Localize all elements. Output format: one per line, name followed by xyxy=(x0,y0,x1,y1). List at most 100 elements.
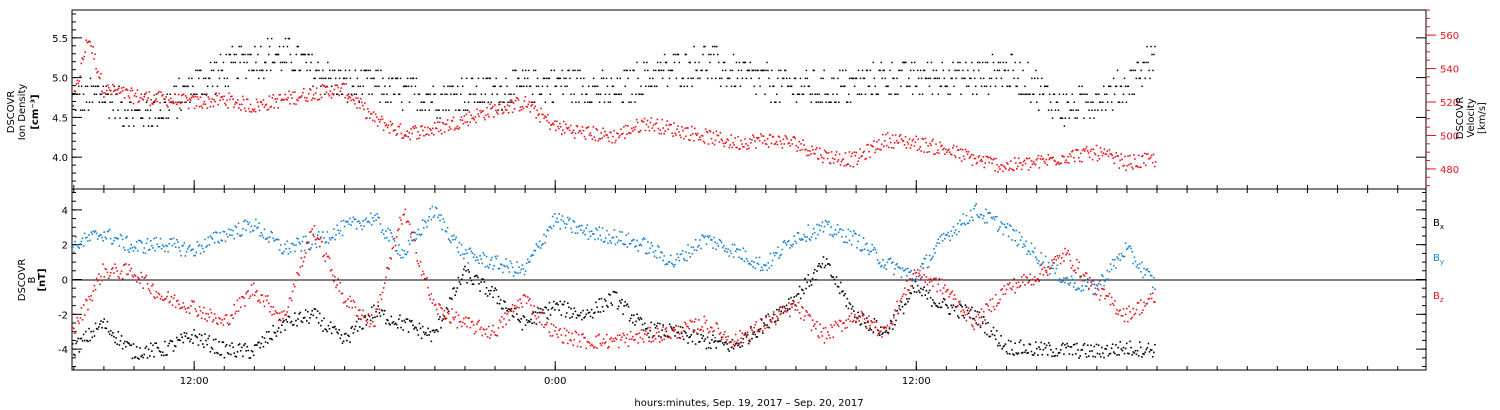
bx-point xyxy=(529,321,531,323)
bz-point xyxy=(339,281,342,284)
density-point xyxy=(895,93,897,96)
density-point xyxy=(456,93,458,96)
by-point xyxy=(425,221,427,224)
bz-point xyxy=(154,297,156,300)
density-point xyxy=(163,101,166,103)
bx-point xyxy=(845,305,848,307)
bz-point xyxy=(771,317,774,320)
velocity-point xyxy=(153,94,155,97)
velocity-point xyxy=(740,139,742,142)
bz-point xyxy=(73,327,75,330)
bx-point xyxy=(999,344,1001,347)
bx-point xyxy=(938,302,941,305)
velocity-point xyxy=(602,127,604,130)
density-point xyxy=(321,77,323,80)
bx-point xyxy=(836,285,839,288)
velocity-point xyxy=(563,132,566,134)
velocity-point xyxy=(281,98,283,101)
by-point xyxy=(118,245,121,247)
by-point xyxy=(341,234,344,237)
density-point xyxy=(79,109,82,111)
bx-point xyxy=(1132,351,1135,353)
density-point xyxy=(632,69,634,72)
by-point xyxy=(276,238,279,241)
by-point xyxy=(529,260,531,263)
bx-point xyxy=(612,290,615,293)
bx-point xyxy=(486,295,489,297)
by-point xyxy=(440,214,442,216)
density-point xyxy=(819,101,821,103)
bx-point xyxy=(83,339,86,342)
bz-point xyxy=(464,323,466,325)
bx-point xyxy=(716,340,719,343)
density-point xyxy=(779,101,781,103)
velocity-point xyxy=(245,98,248,101)
density-point xyxy=(273,61,276,64)
density-point xyxy=(740,69,743,72)
bz-point xyxy=(759,318,762,320)
velocity-point xyxy=(273,106,276,109)
velocity-point xyxy=(1019,162,1022,164)
velocity-point xyxy=(327,93,330,95)
velocity-point xyxy=(370,112,373,115)
density-point xyxy=(827,93,829,96)
velocity-point xyxy=(850,155,853,158)
density-point xyxy=(251,69,253,72)
bx-point xyxy=(219,354,221,356)
bx-point xyxy=(512,316,515,318)
density-point xyxy=(1142,61,1144,64)
bx-point xyxy=(260,342,263,345)
by-point xyxy=(656,244,659,247)
bx-point xyxy=(221,341,224,343)
by-point xyxy=(428,215,430,218)
bx-point xyxy=(1016,353,1019,355)
velocity-point xyxy=(164,98,166,101)
density-point xyxy=(724,69,727,72)
velocity-point xyxy=(532,101,535,104)
density-point xyxy=(553,69,556,72)
density-point xyxy=(648,85,650,88)
density-point xyxy=(838,101,840,103)
density-point xyxy=(1141,85,1143,88)
bx-point xyxy=(567,302,569,304)
density-point xyxy=(534,69,537,72)
bx-point xyxy=(797,293,800,295)
density-point xyxy=(810,101,813,103)
density-point xyxy=(136,109,139,111)
density-point xyxy=(919,69,922,72)
by-point xyxy=(338,232,341,235)
by-point xyxy=(588,230,591,233)
density-point xyxy=(938,77,941,80)
by-point xyxy=(799,239,802,241)
by-point xyxy=(379,223,382,225)
by-point xyxy=(190,249,192,252)
bx-point xyxy=(1076,342,1078,345)
density-point xyxy=(140,117,143,119)
bx-point xyxy=(400,326,402,329)
bx-point xyxy=(622,313,624,315)
by-point xyxy=(1090,281,1092,284)
density-point xyxy=(479,101,482,103)
velocity-point xyxy=(167,106,169,108)
bx-point xyxy=(625,304,628,307)
bx-point xyxy=(329,321,332,323)
bz-point xyxy=(186,307,189,309)
velocity-point xyxy=(649,121,652,124)
density-point xyxy=(486,77,489,80)
bx-point xyxy=(162,354,165,357)
bx-point xyxy=(640,318,643,320)
velocity-point xyxy=(296,98,298,101)
by-point xyxy=(125,237,127,239)
bz-point xyxy=(101,279,103,282)
density-point xyxy=(774,101,776,103)
by-point xyxy=(975,203,977,205)
bx-point xyxy=(225,343,228,346)
velocity-point xyxy=(339,90,342,92)
velocity-point xyxy=(548,121,550,124)
by-point xyxy=(152,247,154,249)
density-point xyxy=(830,101,832,103)
by-point xyxy=(246,220,248,223)
bx-point xyxy=(80,337,83,340)
density-point xyxy=(886,85,888,88)
